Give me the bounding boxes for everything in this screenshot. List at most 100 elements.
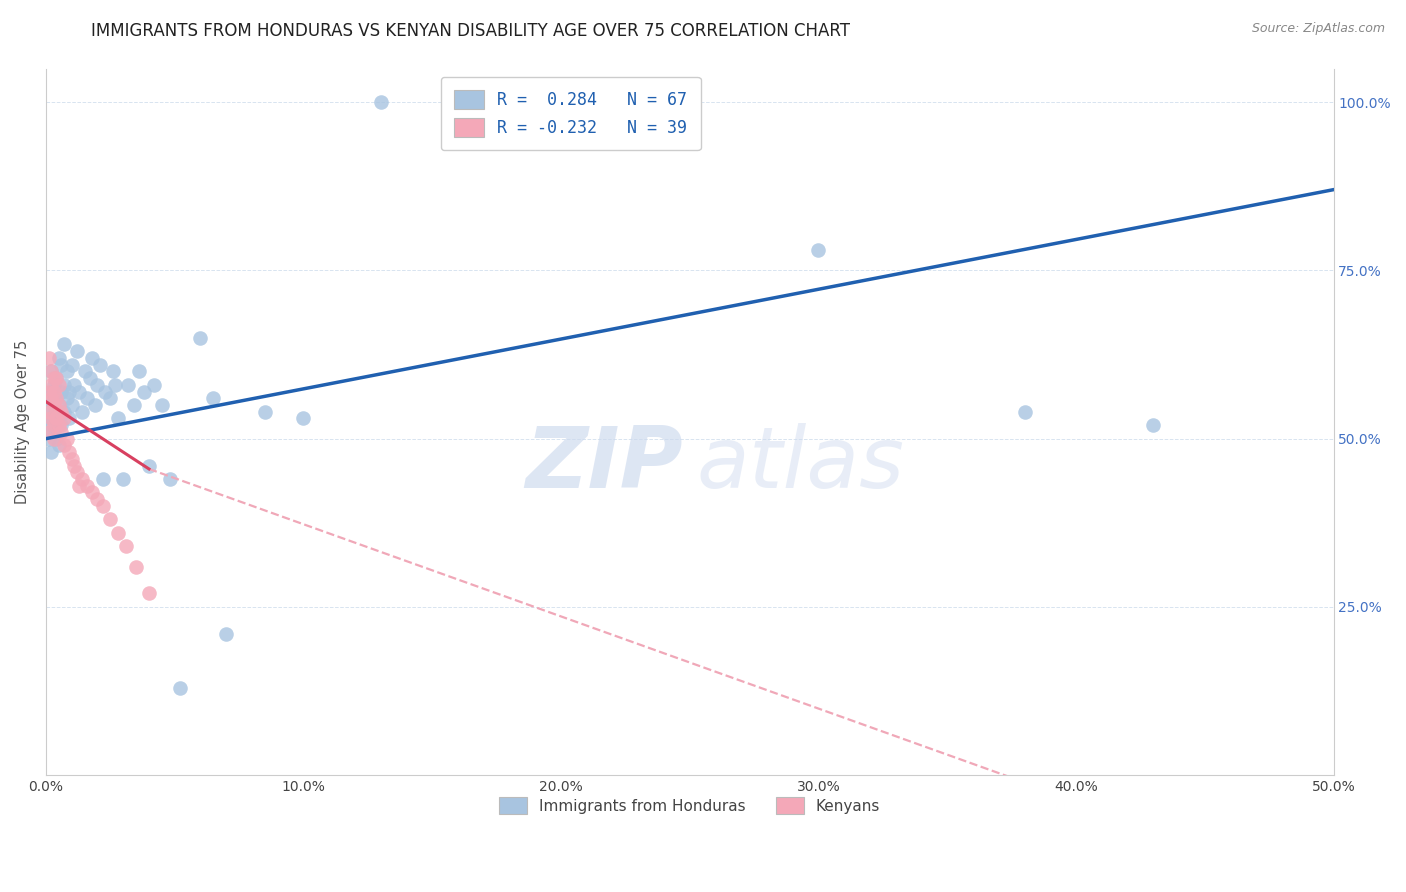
Point (48, 418, 70, 433)
Point (42, 398, 65, 412)
Point (101, 364, 124, 378)
Point (48, 398, 70, 412)
Point (117, 377, 139, 392)
Point (94, 384, 117, 399)
Text: atlas: atlas (696, 423, 904, 506)
Point (807, 244, 830, 258)
Point (169, 681, 191, 695)
Text: Source: ZipAtlas.com: Source: ZipAtlas.com (1251, 22, 1385, 36)
Point (53, 438, 76, 452)
Point (89, 358, 111, 372)
Point (51, 418, 73, 433)
Point (42, 405, 65, 419)
Point (45, 411, 67, 425)
Point (190, 331, 212, 345)
Point (602, 95, 624, 110)
Point (63, 458, 86, 473)
Point (82, 351, 104, 365)
Point (86, 492, 108, 507)
Point (69, 384, 91, 399)
Point (215, 627, 238, 641)
Legend: Immigrants from Honduras, Kenyans: Immigrants from Honduras, Kenyans (494, 790, 886, 821)
Point (38, 398, 60, 412)
Point (38, 425, 60, 439)
Point (73, 364, 96, 378)
Point (63, 377, 86, 392)
Point (60, 398, 83, 412)
Point (138, 458, 160, 473)
Point (202, 392, 225, 406)
Point (91, 499, 114, 513)
Point (122, 398, 145, 412)
Point (98, 512, 121, 526)
Point (45, 371, 67, 385)
Point (70, 472, 93, 486)
Point (447, 95, 470, 110)
Point (143, 377, 166, 392)
Point (42, 432, 65, 446)
Point (39, 411, 62, 425)
Point (112, 472, 135, 486)
Point (82, 485, 104, 500)
Point (51, 405, 73, 419)
Point (104, 377, 127, 392)
Point (48, 351, 70, 365)
Point (150, 398, 173, 412)
Point (38, 405, 60, 419)
Point (51, 358, 73, 372)
Point (42, 384, 65, 399)
Point (132, 384, 155, 399)
Point (38, 432, 60, 446)
Point (128, 364, 150, 378)
Point (45, 411, 67, 425)
Point (1014, 405, 1036, 419)
Point (42, 377, 65, 392)
Point (107, 411, 129, 425)
Point (58, 445, 80, 459)
Point (48, 438, 70, 452)
Point (53, 411, 76, 425)
Point (42, 392, 65, 406)
Point (76, 392, 98, 406)
Point (138, 586, 160, 600)
Point (38, 418, 60, 433)
Point (83, 398, 105, 412)
Point (53, 377, 76, 392)
Point (86, 377, 108, 392)
Point (39, 377, 62, 392)
Point (39, 392, 62, 406)
Text: ZIP: ZIP (526, 423, 683, 506)
Point (98, 392, 121, 406)
Point (60, 451, 83, 466)
Point (48, 377, 70, 392)
Point (38, 384, 60, 399)
Point (45, 371, 67, 385)
Point (370, 95, 392, 110)
Point (55, 364, 77, 378)
Point (125, 559, 148, 574)
Point (79, 371, 101, 385)
Point (38, 351, 60, 365)
Point (45, 432, 67, 446)
Point (107, 525, 129, 540)
Point (159, 472, 181, 486)
Point (42, 418, 65, 433)
Point (58, 411, 80, 425)
Point (42, 425, 65, 439)
Point (53, 405, 76, 419)
Text: IMMIGRANTS FROM HONDURAS VS KENYAN DISABILITY AGE OVER 75 CORRELATION CHART: IMMIGRANTS FROM HONDURAS VS KENYAN DISAB… (91, 22, 851, 40)
Point (55, 432, 77, 446)
Point (58, 384, 80, 399)
Point (60, 358, 83, 372)
Y-axis label: Disability Age Over 75: Disability Age Over 75 (15, 340, 30, 504)
Point (45, 392, 67, 406)
Point (39, 411, 62, 425)
Point (51, 384, 73, 399)
Point (48, 398, 70, 412)
Point (39, 445, 62, 459)
Point (70, 405, 93, 419)
Point (51, 425, 73, 439)
Point (114, 539, 136, 553)
Point (69, 479, 91, 493)
Point (76, 479, 98, 493)
